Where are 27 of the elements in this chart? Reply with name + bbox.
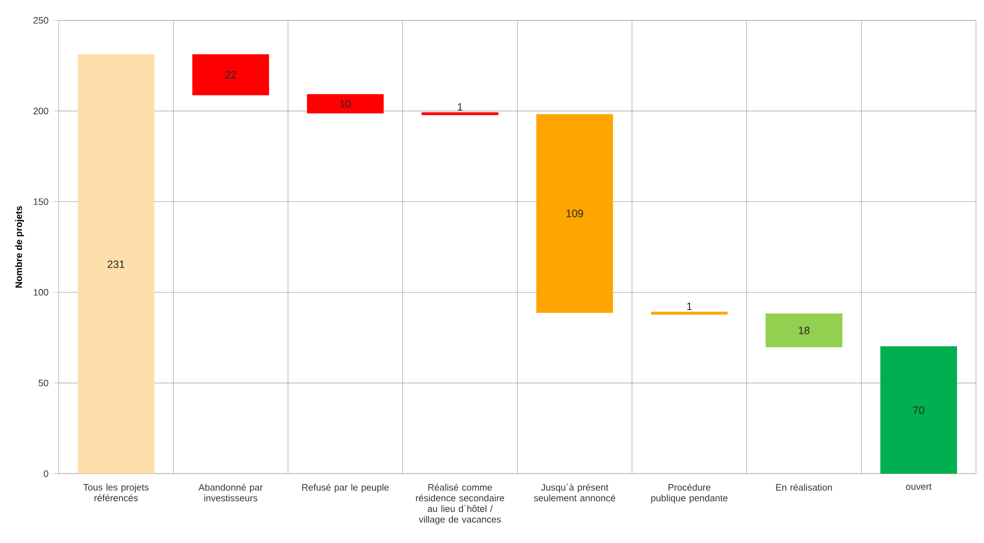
bar: [192, 54, 270, 96]
x-tick-label: Procédure publique pendante: [651, 484, 728, 504]
y-tick-label: 250: [34, 17, 48, 24]
bar: [536, 114, 614, 313]
y-tick-label: 50: [38, 380, 48, 386]
data-label: 18: [798, 326, 810, 334]
x-tick-label: ouvert: [906, 484, 932, 490]
data-label: 109: [566, 210, 584, 218]
x-tick-label: Réalisé comme résidence secondaire au lieu d`hôtel / village de vacances: [416, 484, 504, 525]
x-tick-label: Jusqu`à présent seulement annoncé: [534, 484, 616, 502]
y-axis-title: Nombre de projets: [15, 206, 24, 288]
bar: [306, 94, 384, 114]
x-tick-label: Abandonné par investisseurs: [198, 484, 263, 502]
y-tick-label: 0: [44, 470, 48, 477]
x-tick-label: En réalisation: [776, 484, 832, 491]
y-tick-label: 200: [34, 108, 48, 114]
x-tick-label: Refusé par le peuple: [302, 484, 389, 493]
data-label: 1: [687, 302, 692, 310]
y-tick-label: 100: [34, 289, 48, 296]
y-tick-label: 150: [34, 198, 48, 205]
data-label: 231: [108, 260, 124, 268]
bar: [766, 314, 842, 348]
data-label: 1: [458, 103, 462, 111]
x-tick-label: Tous les projets référencés: [83, 484, 149, 502]
data-label: 22: [225, 71, 236, 78]
data-label: 70: [913, 406, 924, 414]
data-label: 10: [340, 100, 351, 108]
